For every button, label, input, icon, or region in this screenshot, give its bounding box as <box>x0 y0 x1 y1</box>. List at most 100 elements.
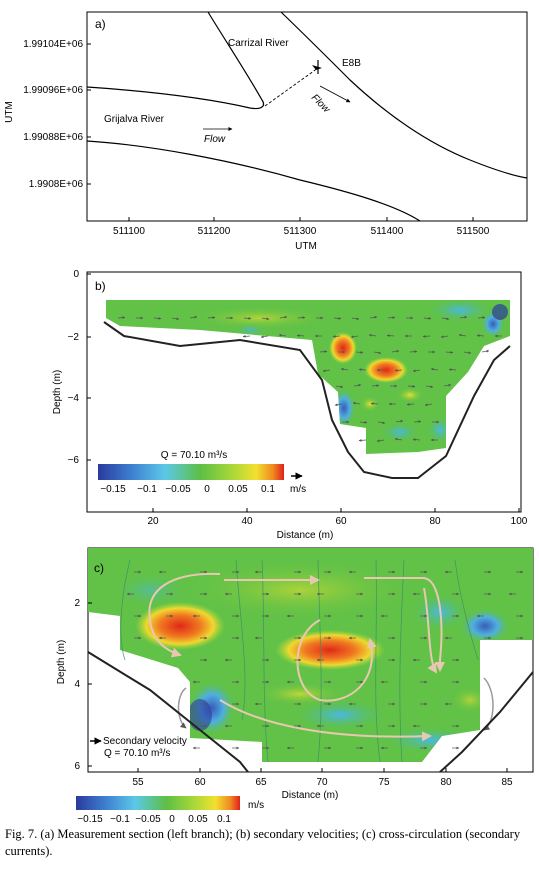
svg-text:511500: 511500 <box>457 226 490 237</box>
panel-c-legend: Secondary velocity Q = 70.10 m³/s <box>90 736 187 759</box>
panel-c-colorbar: −0.15 −0.1 −0.05 0 0.05 0.1 m/s <box>76 796 264 825</box>
velocity-vector <box>407 384 416 388</box>
svg-text:−0.1: −0.1 <box>137 484 157 495</box>
panel-b-label: b) <box>95 279 106 293</box>
svg-text:1.99088E+06: 1.99088E+06 <box>23 132 83 143</box>
velocity-vector <box>260 335 269 339</box>
svg-text:m/s: m/s <box>248 800 264 811</box>
velocity-vector <box>386 334 395 338</box>
velocity-vector <box>409 350 418 354</box>
panel-b-colorbar: Q = 70.10 m³/s −0.15 −0.1 −0.05 0 0.05 0… <box>98 450 306 495</box>
svg-text:511100: 511100 <box>113 226 145 237</box>
velocity-vector <box>353 383 362 387</box>
carrizal-right-bank <box>280 11 528 179</box>
svg-text:55: 55 <box>132 777 144 788</box>
panel-c-circulation <box>148 572 445 742</box>
svg-text:1.99096E+06: 1.99096E+06 <box>23 85 83 96</box>
velocity-vector <box>477 316 486 320</box>
velocity-vector <box>355 350 364 354</box>
velocity-vector <box>370 402 379 406</box>
velocity-vector <box>412 369 421 373</box>
svg-text:20: 20 <box>147 516 159 527</box>
velocity-vector <box>394 437 403 441</box>
svg-text:Flow: Flow <box>204 134 226 145</box>
svg-text:511400: 511400 <box>371 226 404 237</box>
velocity-vector <box>441 317 450 321</box>
svg-text:1.99104E+06: 1.99104E+06 <box>23 39 83 50</box>
velocity-vector <box>243 316 252 320</box>
panel-a-frame <box>86 11 528 222</box>
velocity-vector <box>406 402 415 406</box>
velocity-vector <box>373 351 382 355</box>
svg-text:65: 65 <box>255 777 267 788</box>
panel-b-x-axis: 20 40 60 80 100 Distance (m) <box>147 508 528 541</box>
velocity-vector <box>458 333 467 337</box>
velocity-vector <box>377 421 386 425</box>
panel-a-y-axis: 1.99104E+06 1.99096E+06 1.99088E+06 1.99… <box>4 39 91 190</box>
svg-text:−0.1: −0.1 <box>110 814 130 825</box>
velocity-vector <box>207 316 216 320</box>
svg-text:511200: 511200 <box>198 226 231 237</box>
svg-text:75: 75 <box>378 777 390 788</box>
figure-caption: Fig. 7. (a) Measurement section (left br… <box>5 827 521 858</box>
velocity-vector <box>481 349 490 353</box>
panel-a-x-axis: 511100 511200 511300 511400 511500 UTM <box>113 217 490 252</box>
velocity-vector <box>391 349 400 353</box>
svg-text:Q = 70.10 m³/s: Q = 70.10 m³/s <box>104 748 170 759</box>
measurement-section-line <box>264 67 319 107</box>
panel-c-bed-right <box>439 671 534 773</box>
velocity-vector <box>430 367 439 371</box>
svg-text:4: 4 <box>74 679 80 690</box>
svg-text:0.1: 0.1 <box>261 484 275 495</box>
velocity-vector <box>332 334 341 338</box>
svg-text:80: 80 <box>440 777 452 788</box>
svg-text:60: 60 <box>335 516 347 527</box>
svg-text:0.05: 0.05 <box>228 484 248 495</box>
carrizal-left-bank <box>86 11 265 110</box>
velocity-vector <box>368 333 377 337</box>
velocity-vector <box>350 335 359 339</box>
velocity-vector <box>153 316 162 320</box>
velocity-vector <box>351 317 360 321</box>
velocity-vector <box>423 316 432 320</box>
panel-a-x-title: UTM <box>295 241 317 252</box>
velocity-vector <box>278 333 287 337</box>
velocity-vector <box>424 403 433 407</box>
svg-text:−4: −4 <box>68 393 80 404</box>
panel-c-vectors <box>126 570 524 750</box>
velocity-vector <box>171 317 180 321</box>
velocity-vector <box>358 438 367 442</box>
velocity-vector <box>334 403 343 407</box>
svg-text:m/s: m/s <box>290 484 306 495</box>
carrizal-label: Carrizal River <box>228 38 289 49</box>
velocity-vector <box>340 367 349 371</box>
velocity-vector <box>359 420 368 424</box>
velocity-vector <box>358 368 367 372</box>
velocity-vector <box>476 334 485 338</box>
panel-c-y-axis: 2 4 6 Depth (m) <box>56 598 92 772</box>
svg-text:6: 6 <box>74 761 80 772</box>
svg-text:−0.05: −0.05 <box>135 814 161 825</box>
panel-b-discharge: Q = 70.10 m³/s <box>161 450 227 461</box>
svg-text:Secondary velocity: Secondary velocity <box>103 736 187 747</box>
panel-b: b) Q = 70.10 m³/s −0.15 −0.1 −0.05 0 0.0… <box>52 269 528 541</box>
velocity-vector <box>279 315 288 319</box>
svg-text:1.9908E+06: 1.9908E+06 <box>29 179 84 190</box>
velocity-vector <box>412 438 421 442</box>
velocity-vector <box>322 369 331 373</box>
svg-text:−2: −2 <box>68 332 80 343</box>
velocity-vector <box>117 316 126 320</box>
svg-text:0.1: 0.1 <box>217 814 231 825</box>
svg-text:0: 0 <box>204 484 210 495</box>
velocity-vector <box>261 317 270 321</box>
velocity-vector <box>296 334 305 338</box>
velocity-vector <box>413 420 422 424</box>
velocity-vector <box>352 401 361 405</box>
panel-c-label: c) <box>94 561 104 575</box>
velocity-vector <box>395 419 404 423</box>
panel-c-x-axis: 55 60 65 70 75 80 85 Distance (m) <box>132 768 513 801</box>
velocity-vector <box>440 335 449 339</box>
svg-text:40: 40 <box>241 516 253 527</box>
svg-text:2: 2 <box>74 598 80 609</box>
